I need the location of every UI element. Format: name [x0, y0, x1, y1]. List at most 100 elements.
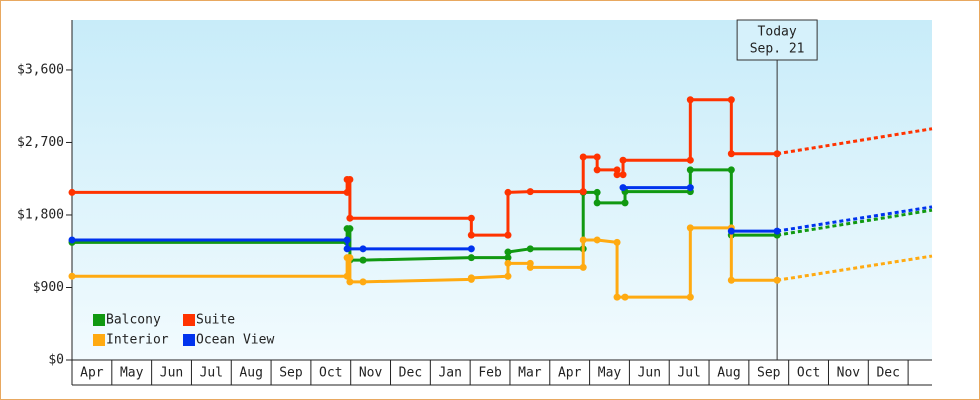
- point: [68, 188, 76, 196]
- point: [727, 166, 735, 174]
- x-tick-label: Oct: [319, 366, 342, 381]
- point: [467, 254, 475, 262]
- x-tick-label: Apr: [80, 366, 104, 381]
- point: [621, 199, 629, 207]
- x-tick-label: Oct: [797, 366, 820, 381]
- forecast-line: [776, 208, 933, 237]
- legend-label: Suite: [196, 313, 235, 328]
- x-tick-label: Mar: [518, 366, 542, 381]
- y-tick-label: $2,700: [17, 135, 64, 150]
- point: [343, 272, 351, 280]
- point: [593, 166, 601, 174]
- y-tick-label: $0: [48, 353, 64, 368]
- point: [613, 293, 621, 301]
- point: [727, 96, 735, 104]
- point: [579, 263, 587, 271]
- point: [346, 214, 354, 222]
- point: [359, 278, 367, 286]
- point: [68, 236, 76, 244]
- legend-label: Balcony: [106, 313, 161, 328]
- x-tick-label: Nov: [359, 366, 383, 381]
- forecast-line: [776, 127, 933, 156]
- forecast-line: [776, 254, 933, 282]
- point: [773, 276, 781, 284]
- point: [613, 238, 621, 246]
- point: [504, 188, 512, 196]
- y-tick-label: $1,800: [17, 207, 64, 222]
- forecast-line: [776, 205, 933, 233]
- x-tick-label: Jun: [638, 366, 661, 381]
- point: [346, 278, 354, 286]
- point: [526, 245, 534, 253]
- point: [504, 248, 512, 256]
- point: [579, 188, 587, 196]
- y-tick-label: $900: [33, 280, 64, 295]
- point: [619, 171, 627, 179]
- x-tick-label: Apr: [558, 366, 582, 381]
- x-tick-label: Jul: [677, 366, 700, 381]
- today-box: [736, 19, 818, 61]
- point: [613, 171, 621, 179]
- plot-area: [72, 20, 932, 360]
- legend-swatch: [183, 314, 195, 326]
- point: [526, 188, 534, 196]
- x-tick-label: Aug: [717, 366, 740, 381]
- point: [504, 259, 512, 267]
- x-tick-label: May: [598, 366, 622, 381]
- point: [686, 184, 694, 192]
- legend-label: Ocean View: [196, 333, 274, 348]
- point: [467, 245, 475, 253]
- legend-swatch: [93, 314, 105, 326]
- x-tick-label: Dec: [876, 366, 899, 381]
- point: [593, 153, 601, 161]
- x-tick-label: Aug: [239, 366, 262, 381]
- point: [579, 236, 587, 244]
- point: [613, 166, 621, 174]
- point: [593, 236, 601, 244]
- point: [346, 225, 354, 233]
- legend-label: Interior: [106, 333, 169, 348]
- point: [504, 272, 512, 280]
- point: [359, 256, 367, 264]
- point: [343, 245, 351, 253]
- point: [526, 263, 534, 271]
- point: [346, 176, 354, 184]
- x-tick-label: Jul: [200, 366, 223, 381]
- point: [467, 231, 475, 239]
- x-tick-label: Jan: [438, 366, 461, 381]
- point: [346, 254, 354, 262]
- point: [621, 293, 629, 301]
- point: [579, 153, 587, 161]
- point: [619, 184, 627, 192]
- x-tick-label: Jun: [160, 366, 183, 381]
- point: [343, 188, 351, 196]
- point: [593, 199, 601, 207]
- y-tick-label: $3,600: [17, 62, 64, 77]
- point: [504, 231, 512, 239]
- point: [467, 214, 475, 222]
- point: [686, 156, 694, 164]
- today-label: Sep. 21: [750, 42, 805, 57]
- point: [504, 254, 512, 262]
- point: [727, 227, 735, 235]
- point: [686, 166, 694, 174]
- x-tick-label: Nov: [837, 366, 861, 381]
- x-tick-label: May: [120, 366, 144, 381]
- point: [359, 245, 367, 253]
- point: [773, 150, 781, 158]
- point: [727, 276, 735, 284]
- point: [593, 188, 601, 196]
- point: [467, 274, 475, 282]
- legend-swatch: [183, 334, 195, 346]
- point: [68, 272, 76, 280]
- x-tick-label: Sep: [279, 366, 303, 381]
- point: [686, 96, 694, 104]
- point: [686, 224, 694, 232]
- legend-swatch: [93, 334, 105, 346]
- x-tick-label: Sep: [757, 366, 781, 381]
- point: [619, 156, 627, 164]
- point: [773, 227, 781, 235]
- x-tick-label: Feb: [478, 366, 502, 381]
- point: [343, 236, 351, 244]
